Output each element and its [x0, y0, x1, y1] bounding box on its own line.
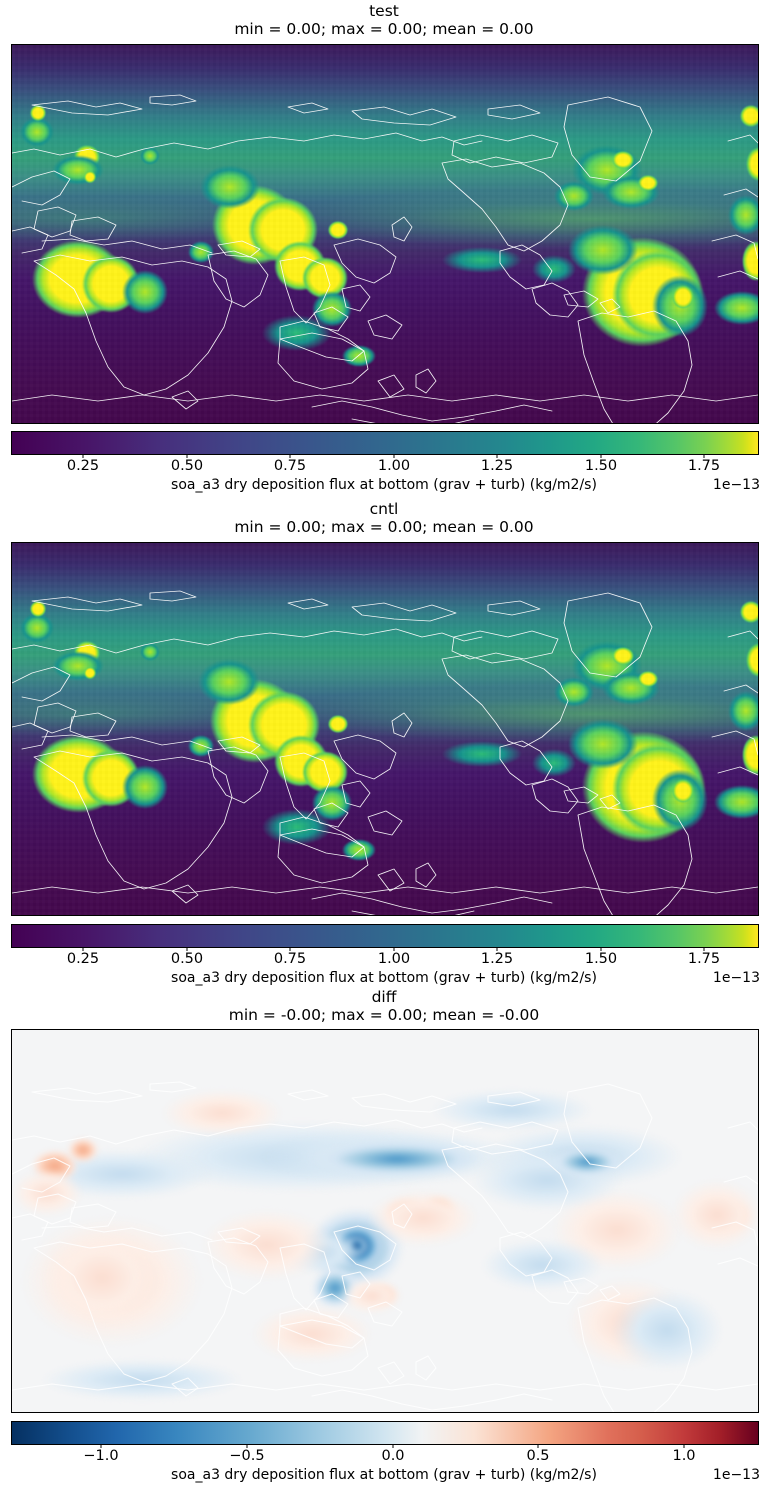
map-cntl-pixel-texture	[12, 543, 758, 915]
tick-mark	[186, 947, 188, 951]
colorbar-cntl-tick-1: 0.50	[170, 951, 204, 967]
tick-mark	[496, 947, 498, 951]
colorbar-cntl-tick-6: 1.75	[687, 951, 721, 967]
colorbar-test-tick-6: 1.75	[687, 458, 721, 474]
colorbar-test-tick-1: 0.50	[170, 458, 204, 474]
colorbar-cntl-offset: 1e−13	[712, 970, 760, 986]
colorbar-cntl-tick-3: 1.00	[377, 951, 411, 967]
colorbar-diff-tick-2: 0.0	[381, 1448, 405, 1464]
tick-mark	[82, 454, 84, 458]
colorbar-diff-tick-1: −0.5	[229, 1448, 265, 1464]
colorbar-test-label: soa_a3 dry deposition flux at bottom (gr…	[171, 477, 597, 493]
colorbar-diff-ticks: −1.0 −0.5 0.0 0.5 1.0	[0, 1444, 768, 1465]
tick-mark	[82, 947, 84, 951]
panel-diff-subtitle: min = -0.00; max = 0.00; mean = -0.00	[228, 1006, 540, 1024]
colorbar-test-ticks: 0.25 0.50 0.75 1.00 1.25 1.50 1.75	[0, 454, 768, 475]
tick-mark	[186, 454, 188, 458]
colorbar-diff-offset: 1e−13	[712, 1467, 760, 1483]
colorbar-diff-gradient[interactable]	[11, 1421, 759, 1445]
map-diff[interactable]	[11, 1029, 759, 1413]
colorbar-test-tick-0: 0.25	[66, 458, 100, 474]
tick-mark	[537, 1444, 539, 1448]
colorbar-test-offset: 1e−13	[712, 477, 760, 493]
colorbar-test-tick-4: 1.25	[480, 458, 514, 474]
colorbar-cntl-tick-5: 1.50	[584, 951, 618, 967]
tick-mark	[703, 454, 705, 458]
map-test[interactable]	[11, 44, 759, 424]
tick-mark	[683, 1444, 685, 1448]
tick-mark	[393, 454, 395, 458]
tick-mark	[289, 947, 291, 951]
tick-mark	[600, 947, 602, 951]
tick-mark	[600, 454, 602, 458]
tick-mark	[246, 1444, 248, 1448]
colorbar-diff-tick-3: 0.5	[526, 1448, 550, 1464]
panel-test-title: test	[369, 2, 399, 20]
colorbar-diff-tick-0: −1.0	[83, 1448, 119, 1464]
tick-mark	[496, 454, 498, 458]
colorbar-cntl-tick-2: 0.75	[273, 951, 307, 967]
map-cntl[interactable]	[11, 542, 759, 916]
colorbar-cntl-tick-4: 1.25	[480, 951, 514, 967]
colorbar-test-gradient[interactable]	[11, 431, 759, 455]
colorbar-test-tick-3: 1.00	[377, 458, 411, 474]
tick-mark	[100, 1444, 102, 1448]
colorbar-diff-tick-4: 1.0	[672, 1448, 696, 1464]
colorbar-cntl-label: soa_a3 dry deposition flux at bottom (gr…	[171, 970, 597, 986]
tick-mark	[703, 947, 705, 951]
tick-mark	[393, 947, 395, 951]
panel-cntl-subtitle: min = 0.00; max = 0.00; mean = 0.00	[234, 518, 534, 536]
tick-mark	[289, 454, 291, 458]
colorbar-test-tick-5: 1.50	[584, 458, 618, 474]
tick-mark	[392, 1444, 394, 1448]
panel-cntl-title: cntl	[369, 500, 399, 518]
colorbar-cntl-tick-0: 0.25	[66, 951, 100, 967]
panel-test-subtitle: min = 0.00; max = 0.00; mean = 0.00	[234, 20, 534, 38]
colorbar-test-tick-2: 0.75	[273, 458, 307, 474]
colorbar-diff-label: soa_a3 dry deposition flux at bottom (gr…	[171, 1467, 597, 1483]
panel-diff-title: diff	[371, 988, 397, 1006]
map-test-pixel-texture	[12, 45, 758, 423]
colorbar-cntl-ticks: 0.25 0.50 0.75 1.00 1.25 1.50 1.75	[0, 947, 768, 968]
colorbar-cntl-gradient[interactable]	[11, 924, 759, 948]
